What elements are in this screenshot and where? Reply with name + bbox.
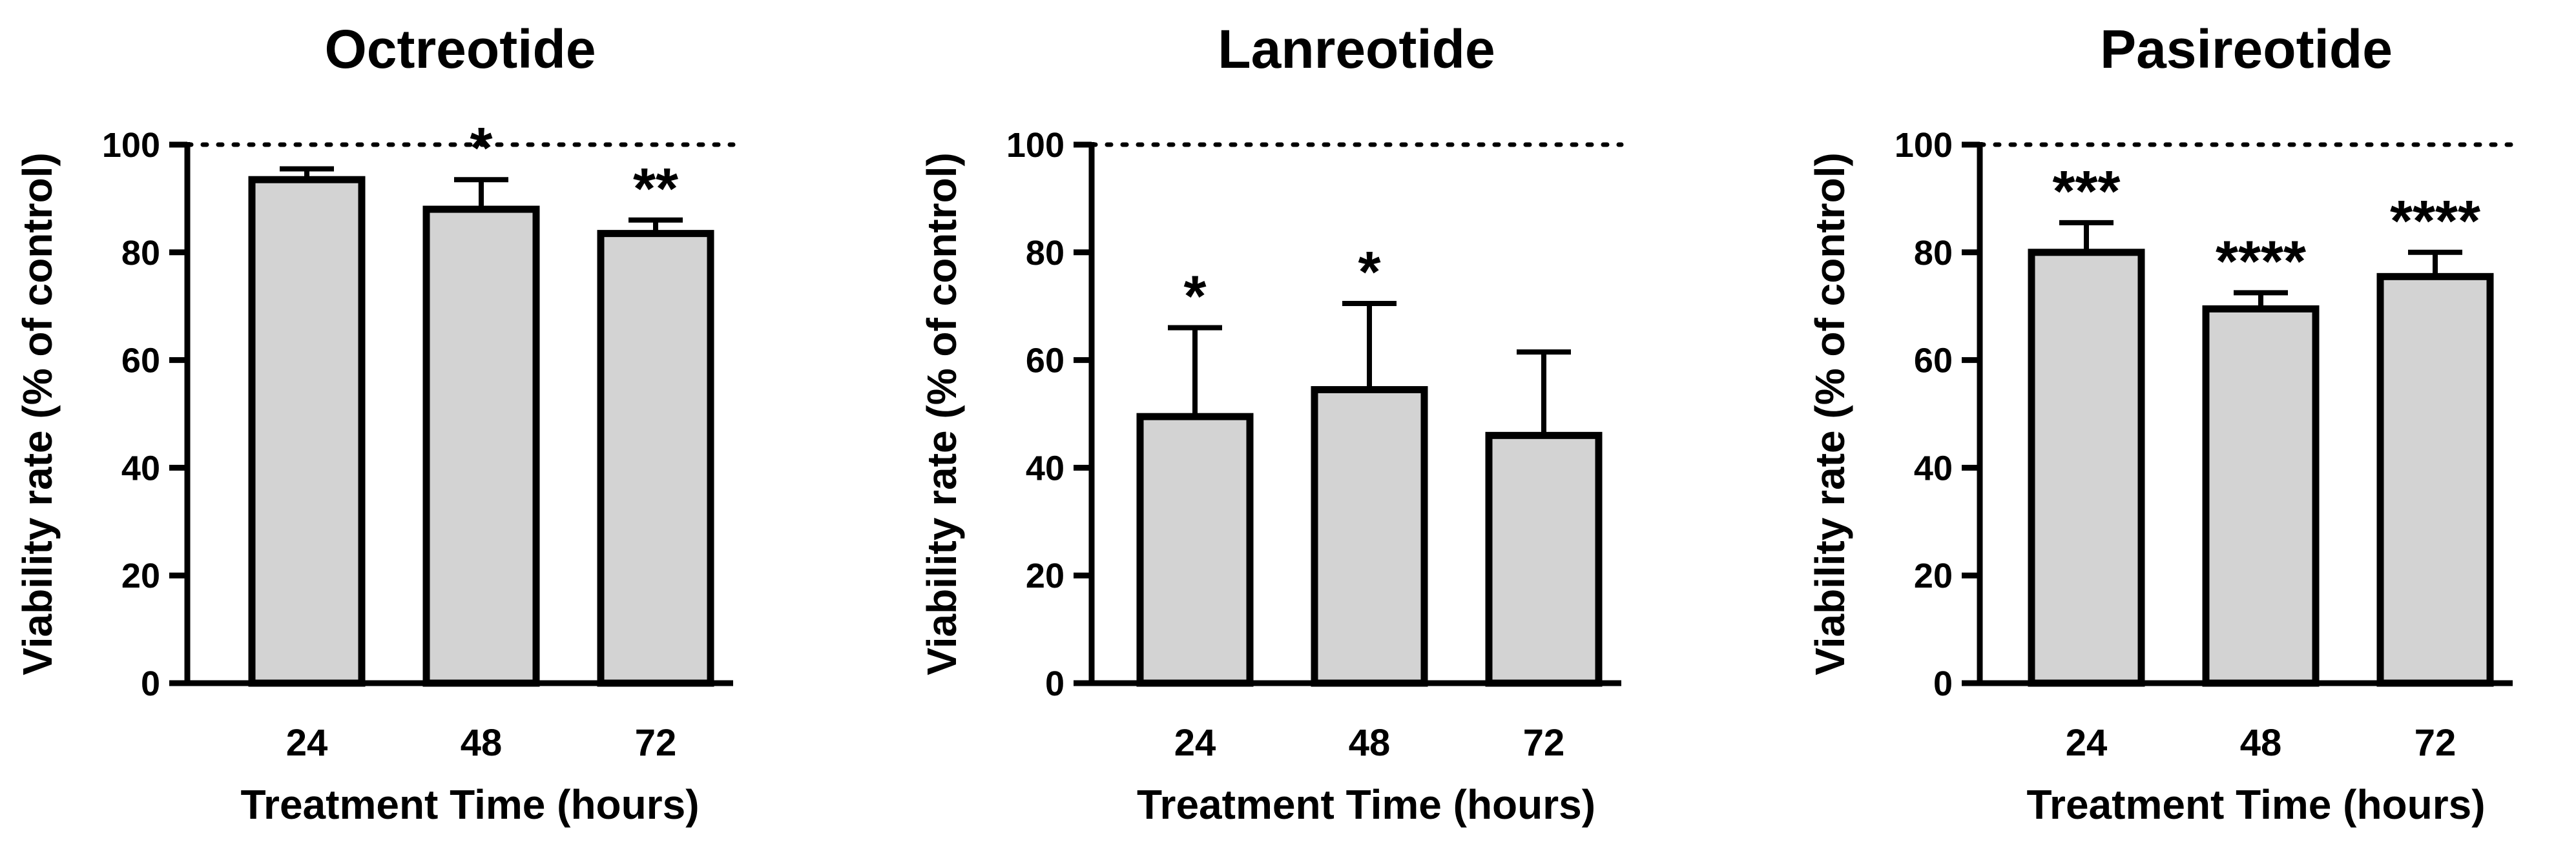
y-axis-label: Viability rate (% of control) bbox=[1807, 152, 1853, 675]
significance-marker: * bbox=[1358, 240, 1380, 305]
bar-24 bbox=[248, 176, 366, 687]
x-tick-label: 72 bbox=[1523, 722, 1565, 764]
x-tick-label: 24 bbox=[286, 722, 328, 764]
x-tick-label: 48 bbox=[461, 722, 503, 764]
y-tick-label: 80 bbox=[1914, 234, 1953, 272]
significance-marker: *** bbox=[2052, 159, 2120, 224]
y-tick-label: 100 bbox=[102, 126, 160, 165]
y-tick-label: 60 bbox=[1914, 342, 1953, 380]
y-tick-label: 60 bbox=[1026, 342, 1065, 380]
chart-panel-octreotide: Octreotide 0 20 40 60 80 100 Viability rate (% … bbox=[14, 19, 736, 828]
y-axis-label: Viability rate (% of control) bbox=[919, 152, 965, 675]
y-tick-label: 100 bbox=[1006, 126, 1065, 165]
y-tick-label: 80 bbox=[1026, 234, 1065, 272]
significance-marker: * bbox=[1183, 265, 1206, 329]
y-tick-label: 20 bbox=[1026, 557, 1065, 595]
bar-72 bbox=[2376, 272, 2494, 687]
y-tick-label: 20 bbox=[1914, 557, 1953, 595]
significance-marker: **** bbox=[2216, 229, 2306, 294]
x-axis-label: Treatment Time (hours) bbox=[1137, 781, 1595, 828]
bar-48 bbox=[2202, 305, 2320, 687]
chart-panel-pasireotide: Pasireotide 0 20 40 60 80 100 Viability rate (%… bbox=[1807, 19, 2515, 828]
y-axis-label: Viability rate (% of control) bbox=[14, 152, 61, 675]
x-tick-label: 48 bbox=[1349, 722, 1391, 764]
x-tick-label: 72 bbox=[635, 722, 677, 764]
significance-marker: ** bbox=[633, 157, 678, 221]
y-tick-label: 40 bbox=[121, 449, 160, 488]
x-tick-label: 48 bbox=[2240, 722, 2282, 764]
bar-72 bbox=[597, 230, 714, 687]
bar-72 bbox=[1485, 431, 1603, 687]
y-tick-label: 0 bbox=[1933, 664, 1953, 703]
y-tick-label: 40 bbox=[1914, 449, 1953, 488]
y-tick-label: 100 bbox=[1895, 126, 1953, 165]
chart-title: Lanreotide bbox=[1218, 19, 1495, 79]
y-tick-label: 80 bbox=[121, 234, 160, 272]
chart-panel-lanreotide: Lanreotide 0 20 40 60 80 100 Viability rate (% … bbox=[919, 19, 1624, 828]
x-axis-label: Treatment Time (hours) bbox=[240, 781, 699, 828]
y-tick-label: 0 bbox=[141, 664, 160, 703]
y-tick-label: 40 bbox=[1026, 449, 1065, 488]
chart-title: Pasireotide bbox=[2100, 19, 2393, 79]
bar-48 bbox=[1311, 385, 1428, 687]
y-tick-label: 0 bbox=[1045, 664, 1065, 703]
bar-24 bbox=[1136, 413, 1254, 687]
bar-48 bbox=[422, 205, 540, 687]
x-axis-label: Treatment Time (hours) bbox=[2026, 781, 2485, 828]
bar-24 bbox=[2028, 249, 2145, 687]
y-tick-label: 60 bbox=[121, 342, 160, 380]
x-tick-label: 24 bbox=[1174, 722, 1216, 764]
x-tick-label: 72 bbox=[2415, 722, 2457, 764]
significance-marker: **** bbox=[2390, 189, 2480, 254]
x-tick-label: 24 bbox=[2066, 722, 2108, 764]
significance-marker: * bbox=[470, 116, 492, 181]
chart-title: Octreotide bbox=[324, 19, 596, 79]
y-tick-label: 20 bbox=[121, 557, 160, 595]
